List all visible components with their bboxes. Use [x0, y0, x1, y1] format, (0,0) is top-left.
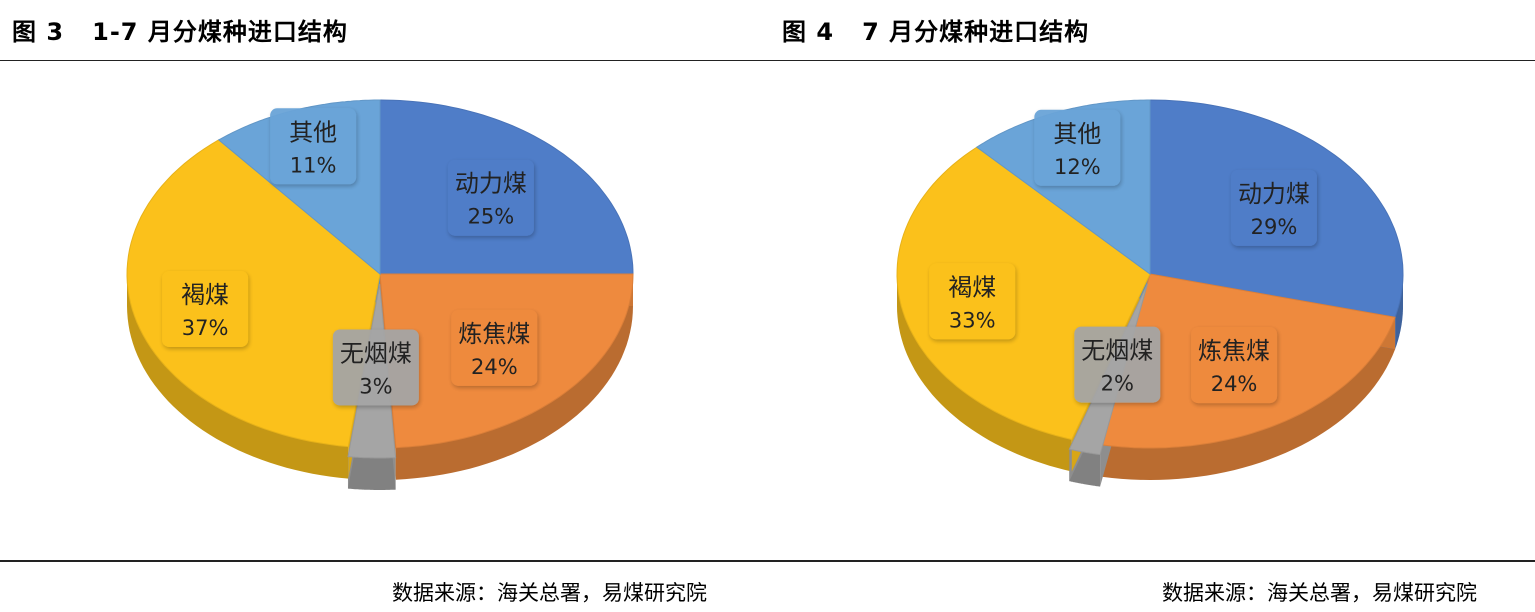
label-name-coking-coal: 炼焦煤	[458, 320, 530, 348]
label-value-lignite: 33%	[949, 308, 996, 332]
label-value-anthracite: 3%	[359, 374, 392, 398]
label-value-thermal-coal: 25%	[468, 205, 515, 229]
label-box-anthracite	[1074, 326, 1161, 403]
figure-3-title: 图 3 1-7 月分煤种进口结构	[12, 18, 348, 46]
pie-labels: 动力煤 29% 炼焦煤 24% 无烟煤 2% 褐煤 33% 其他 12%	[929, 109, 1317, 404]
label-box-lignite	[929, 263, 1016, 340]
label-box-other	[270, 108, 357, 185]
label-value-lignite: 37%	[182, 316, 229, 340]
label-name-anthracite: 无烟煤	[340, 339, 412, 367]
pie-wall-thermal-coal	[1395, 274, 1403, 350]
pie-wall-coking-coal	[1102, 317, 1396, 480]
source-note-left: 数据来源：海关总署，易煤研究院	[392, 581, 707, 605]
label-value-other: 12%	[1054, 155, 1101, 179]
label-name-other: 其他	[1053, 120, 1101, 148]
label-name-lignite: 褐煤	[181, 281, 229, 309]
label-box-thermal-coal	[1230, 169, 1317, 246]
label-box-lignite	[162, 270, 249, 347]
pie-wall-lignite	[897, 274, 1072, 472]
label-box-thermal-coal	[447, 159, 534, 236]
label-name-other: 其他	[289, 118, 337, 146]
bottom-rule	[0, 560, 1535, 562]
pie-wall-coking-coal	[395, 274, 633, 480]
pie-wall-anthracite	[348, 456, 396, 490]
label-name-anthracite: 无烟煤	[1081, 337, 1153, 365]
label-box-coking-coal	[451, 309, 538, 386]
label-box-other	[1034, 109, 1121, 186]
label-name-coking-coal: 炼焦煤	[1198, 337, 1270, 365]
pie-chart-july: 动力煤 29% 炼焦煤 24% 无烟煤 2% 褐煤 33% 其他 12%	[896, 99, 1404, 487]
figure-4-title: 图 4 7 月分煤种进口结构	[782, 18, 1090, 46]
label-value-coking-coal: 24%	[1211, 372, 1258, 396]
source-note-right: 数据来源：海关总署，易煤研究院	[1162, 581, 1477, 605]
pie-labels: 动力煤 25% 炼焦煤 24% 无烟煤 3% 褐煤 37% 其他 11%	[162, 108, 538, 406]
label-name-thermal-coal: 动力煤	[1238, 180, 1310, 208]
label-name-lignite: 褐煤	[948, 273, 996, 301]
label-value-other: 11%	[290, 153, 337, 177]
label-name-thermal-coal: 动力煤	[455, 170, 527, 198]
label-value-thermal-coal: 29%	[1251, 215, 1298, 239]
label-value-coking-coal: 24%	[471, 355, 518, 379]
top-rule	[0, 60, 1535, 61]
label-value-anthracite: 2%	[1101, 372, 1134, 396]
label-box-anthracite	[332, 329, 419, 406]
pie-chart-1-7-month: 动力煤 25% 炼焦煤 24% 无烟煤 3% 褐煤 37% 其他 11%	[126, 99, 634, 490]
pie-slice-lignite	[126, 139, 381, 448]
pie-wall-lignite	[127, 274, 349, 479]
label-box-coking-coal	[1191, 327, 1278, 404]
